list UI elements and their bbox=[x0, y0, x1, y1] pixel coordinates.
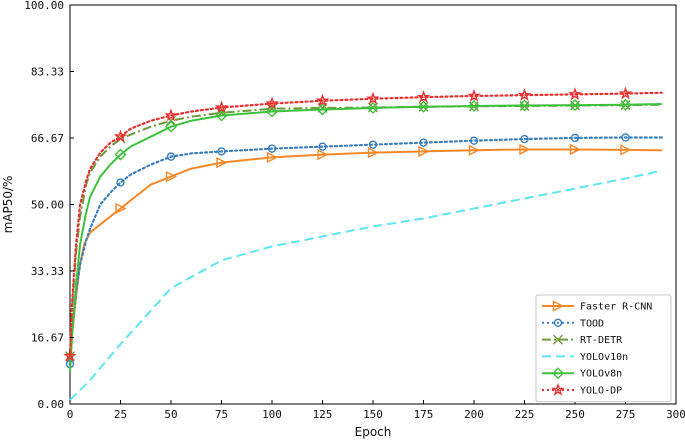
x-axis: 0 25 50 75 100 125 150 175 200 225 250 275 300 bbox=[67, 400, 685, 421]
data-point-faster-r-cnn bbox=[317, 148, 329, 161]
x-tick-label: 0 bbox=[67, 408, 74, 421]
legend-label: Faster R-CNN bbox=[580, 302, 652, 313]
data-point-faster-r-cnn bbox=[620, 144, 632, 156]
y-axis-title: mAP50/% bbox=[1, 176, 15, 234]
legend-label: YOLOv8n bbox=[580, 369, 622, 380]
x-tick-label: 150 bbox=[363, 408, 383, 421]
data-point-yolov8n bbox=[215, 109, 228, 122]
legend-label: RT-DETR bbox=[580, 335, 623, 346]
data-point-tood bbox=[419, 138, 428, 147]
data-point-faster-r-cnn bbox=[216, 156, 228, 169]
legend-item: TOOD bbox=[542, 318, 604, 329]
x-tick-label: 275 bbox=[616, 408, 636, 421]
data-point-yolov8n bbox=[266, 105, 278, 118]
data-point-yolo-dp bbox=[618, 86, 633, 100]
data-point-tood bbox=[267, 144, 277, 153]
legend-marker bbox=[553, 318, 563, 327]
data-point-faster-r-cnn bbox=[115, 202, 127, 215]
data-point-tood bbox=[318, 142, 327, 151]
legend-item: Faster R-CNN bbox=[542, 300, 652, 313]
y-tick-label: 66.67 bbox=[31, 132, 64, 145]
data-point-yolov8n bbox=[468, 99, 480, 112]
legend-label: YOLO-DP bbox=[580, 386, 622, 397]
legend-marker bbox=[552, 367, 564, 380]
y-tick-label: 33.33 bbox=[31, 265, 64, 278]
data-point-yolov8n bbox=[518, 99, 531, 112]
x-tick-label: 175 bbox=[414, 408, 434, 421]
series-layer bbox=[63, 86, 663, 401]
data-point-tood bbox=[570, 133, 580, 143]
legend-marker bbox=[552, 300, 565, 312]
legend-box bbox=[535, 294, 672, 403]
x-tick-label: 250 bbox=[565, 408, 585, 421]
y-tick-label: 16.67 bbox=[31, 331, 64, 344]
legend-label: YOLOv10n bbox=[580, 352, 628, 363]
x-tick-label: 75 bbox=[215, 408, 228, 421]
y-tick-label: 50.00 bbox=[31, 199, 64, 212]
data-point-faster-r-cnn bbox=[519, 143, 531, 156]
legend-label: TOOD bbox=[580, 318, 604, 329]
data-point-faster-r-cnn bbox=[165, 170, 178, 183]
data-point-yolov8n bbox=[165, 120, 177, 133]
series-line-yolo-dp bbox=[68, 91, 663, 358]
data-point-yolo-dp bbox=[315, 93, 330, 107]
data-point-faster-r-cnn bbox=[418, 145, 430, 158]
legend: Faster R-CNN TOOD RT-DETR YOLOv10n YOLOv8n YO… bbox=[535, 294, 672, 403]
data-point-faster-r-cnn bbox=[569, 143, 582, 156]
x-tick-label: 300 bbox=[666, 408, 685, 421]
data-point-yolov8n bbox=[569, 99, 581, 112]
legend-item: YOLOv8n bbox=[542, 367, 622, 380]
data-point-yolo-dp bbox=[568, 87, 582, 101]
y-tick-label: 83.33 bbox=[31, 66, 64, 79]
x-tick-label: 25 bbox=[114, 408, 127, 421]
series-line-yolov8n bbox=[69, 102, 662, 373]
legend-item: YOLOv10n bbox=[542, 352, 628, 363]
series-line-tood bbox=[68, 136, 663, 366]
data-point-yolo-dp bbox=[63, 349, 77, 362]
series-yolov8n bbox=[69, 98, 662, 373]
legend-item: RT-DETR bbox=[542, 334, 623, 346]
x-axis-title: Epoch bbox=[355, 425, 392, 439]
data-point-yolo-dp bbox=[265, 96, 279, 110]
data-point-tood bbox=[520, 134, 529, 144]
data-point-yolo-dp bbox=[214, 100, 229, 114]
data-point-yolo-dp bbox=[416, 90, 431, 103]
legend-marker bbox=[551, 382, 565, 396]
data-point-tood bbox=[166, 152, 176, 161]
data-point-yolo-dp bbox=[164, 108, 178, 122]
x-tick-label: 50 bbox=[164, 408, 177, 421]
data-point-faster-r-cnn bbox=[468, 144, 481, 156]
data-point-tood bbox=[469, 136, 479, 145]
x-tick-label: 100 bbox=[262, 408, 282, 421]
data-point-faster-r-cnn bbox=[367, 146, 380, 159]
series-yolov10n bbox=[69, 169, 663, 401]
y-axis: 0.00 16.67 33.33 50.00 66.67 83.33 100.00 bbox=[24, 0, 74, 411]
y-tick-label: 100.00 bbox=[24, 0, 64, 12]
series-line-yolov10n bbox=[69, 169, 663, 401]
data-point-yolo-dp bbox=[517, 88, 532, 101]
data-point-yolo-dp bbox=[467, 88, 481, 102]
data-point-yolov8n bbox=[417, 100, 430, 113]
series-yolo-dp bbox=[63, 86, 663, 362]
x-tick-label: 225 bbox=[515, 408, 535, 421]
data-point-yolov8n bbox=[114, 148, 127, 161]
data-point-faster-r-cnn bbox=[266, 151, 279, 164]
data-point-tood bbox=[217, 147, 226, 156]
y-tick-label: 0.00 bbox=[38, 398, 65, 411]
data-point-yolov8n bbox=[316, 103, 329, 116]
data-point-tood bbox=[368, 140, 378, 149]
series-tood bbox=[65, 133, 663, 369]
data-point-yolo-dp bbox=[113, 129, 128, 143]
data-point-yolov8n bbox=[367, 101, 379, 114]
data-point-tood bbox=[621, 133, 630, 142]
data-point-yolov8n bbox=[619, 98, 632, 111]
x-tick-label: 125 bbox=[313, 408, 333, 421]
data-point-tood bbox=[116, 178, 125, 187]
x-tick-label: 200 bbox=[464, 408, 484, 421]
data-point-yolo-dp bbox=[366, 91, 380, 105]
legend-marker bbox=[553, 334, 563, 345]
legend-item: YOLO-DP bbox=[542, 382, 622, 397]
